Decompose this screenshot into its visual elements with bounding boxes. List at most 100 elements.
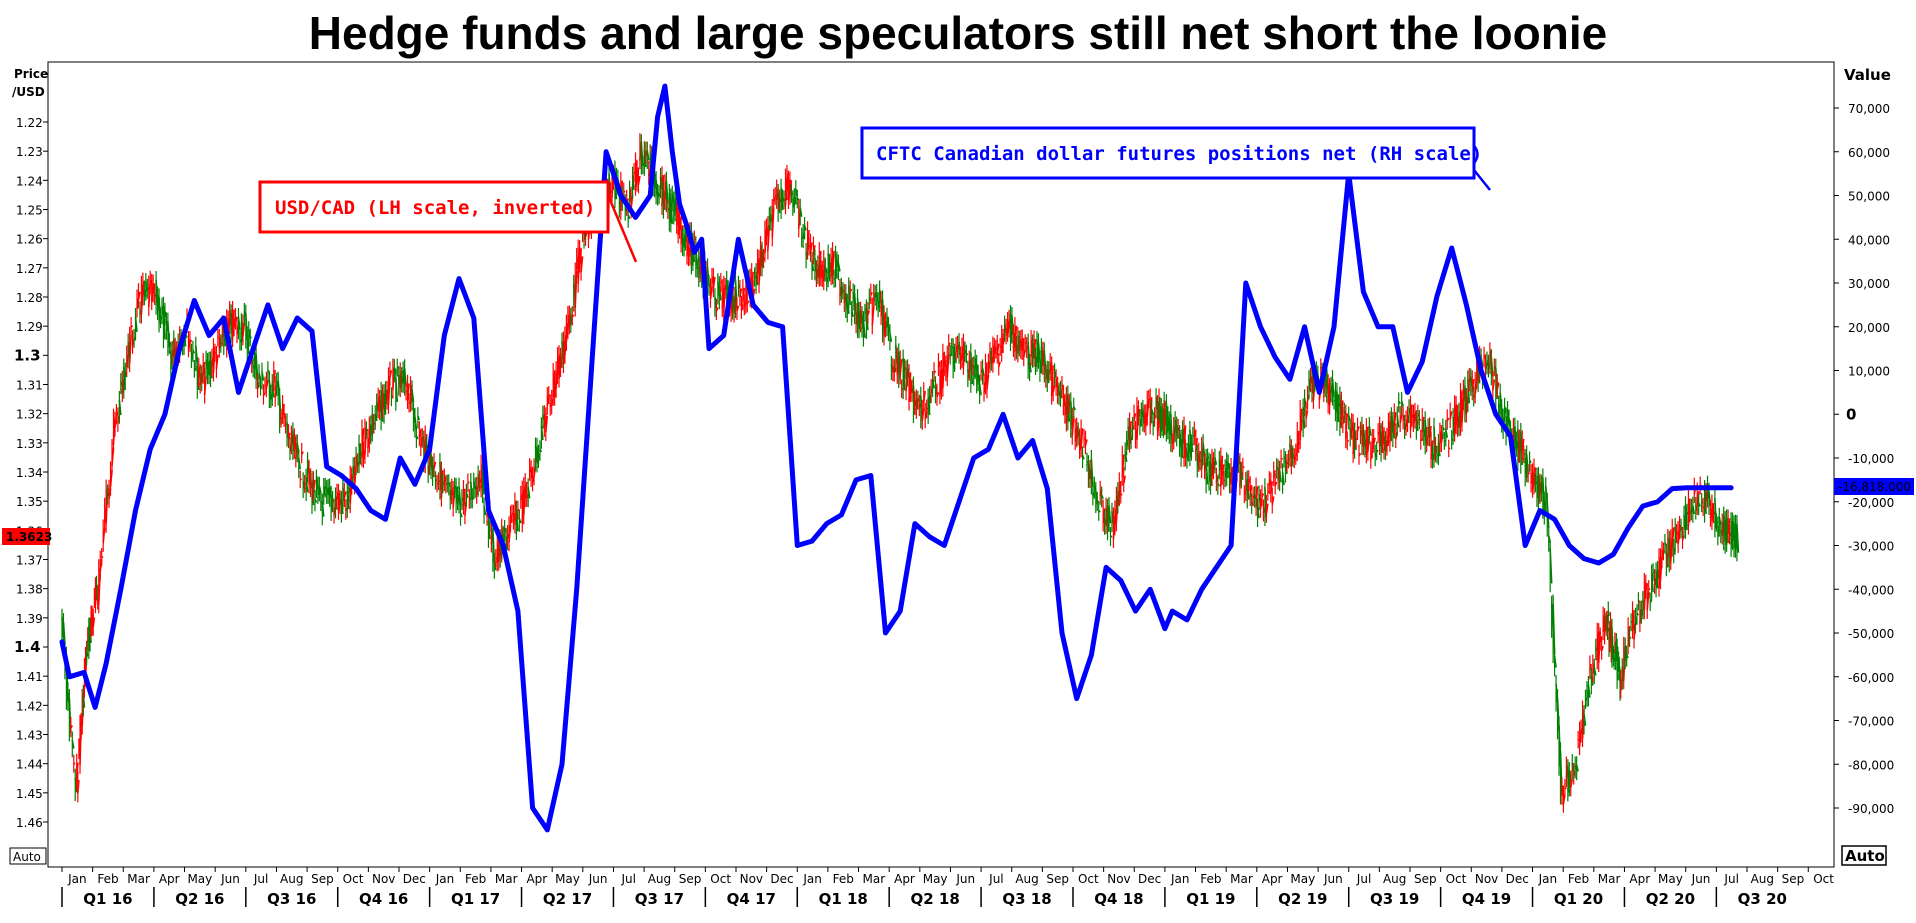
- usdcad-segment: [1052, 385, 1056, 393]
- usdcad-segment: [118, 399, 122, 416]
- usdcad-segment: [948, 342, 951, 347]
- usdcad-segment: [1398, 400, 1401, 405]
- right-auto-button[interactable]: [1841, 845, 1887, 866]
- usdcad-segment: [1589, 664, 1593, 671]
- usdcad-segment: [1521, 438, 1525, 452]
- usdcad-segment: [1122, 475, 1126, 484]
- usdcad-segment: [1467, 379, 1471, 404]
- month-label: Jun: [220, 872, 240, 886]
- usdcad-segment: [271, 382, 275, 398]
- cftc-annotation-label: CFTC Canadian dollar futures positions n…: [876, 143, 1482, 165]
- month-label: Oct: [1446, 872, 1467, 886]
- usdcad-segment: [646, 150, 650, 161]
- usdcad-segment: [202, 361, 206, 376]
- left-tick-label: 1.31: [16, 379, 43, 393]
- quarter-label: Q4 16: [359, 890, 408, 908]
- quarter-label: Q2 19: [1278, 890, 1327, 908]
- usdcad-segment: [1444, 428, 1449, 438]
- usdcad-segment: [1606, 623, 1610, 632]
- left-tick-label: 1.38: [16, 583, 43, 597]
- left-auto-button[interactable]: [9, 847, 47, 865]
- usdcad-segment: [1614, 651, 1618, 662]
- usdcad-segment: [1593, 667, 1597, 676]
- usdcad-segment: [505, 536, 509, 551]
- usdcad-segment: [1527, 472, 1531, 475]
- usdcad-segment: [467, 481, 470, 484]
- usdcad-segment: [1217, 482, 1221, 487]
- right-tick-label: -40,000: [1848, 583, 1894, 597]
- usdcad-segment: [70, 725, 74, 729]
- usdcad-segment: [242, 323, 246, 337]
- usdcad-segment: [85, 649, 89, 657]
- usdcad-segment: [237, 316, 241, 331]
- usdcad-segment: [417, 415, 421, 421]
- left-tick-label: 1.45: [16, 787, 43, 801]
- month-label: May: [555, 872, 580, 886]
- left-axis-title-line2: /USD: [12, 85, 45, 99]
- right-tick-label: 30,000: [1848, 277, 1890, 291]
- month-label: Feb: [1568, 872, 1589, 886]
- quarter-label: Q1 18: [819, 890, 868, 908]
- usdcad-segment: [471, 496, 475, 500]
- usdcad-segment: [124, 371, 128, 378]
- usdcad-segment: [162, 305, 166, 340]
- usdcad-segment: [1727, 518, 1731, 535]
- usdcad-segment: [965, 352, 969, 356]
- right-tick-label: -50,000: [1848, 627, 1894, 641]
- month-label: Nov: [740, 872, 763, 886]
- usdcad-segment: [627, 214, 631, 220]
- usdcad-segment: [1428, 426, 1432, 438]
- usdcad-segment: [969, 352, 974, 385]
- month-label: Sep: [311, 872, 334, 886]
- right-tick-label: 50,000: [1848, 190, 1890, 204]
- usdcad-segment: [889, 332, 893, 342]
- left-tick-label: 1.29: [16, 320, 43, 334]
- right-tick-label: 60,000: [1848, 146, 1890, 160]
- month-label: Aug: [648, 872, 671, 886]
- usdcad-series: [61, 133, 1740, 813]
- usdcad-segment: [1071, 416, 1075, 437]
- usdcad-segment: [1124, 450, 1128, 462]
- month-label: Oct: [710, 872, 731, 886]
- usdcad-segment: [1672, 547, 1676, 555]
- usdcad-segment: [1271, 496, 1275, 505]
- month-label: Mar: [1598, 872, 1621, 886]
- month-label: Dec: [1506, 872, 1529, 886]
- month-label: Sep: [679, 872, 702, 886]
- usdcad-segment: [818, 250, 822, 279]
- month-label: Jun: [955, 872, 975, 886]
- usdcad-segment: [870, 292, 873, 296]
- usdcad-segment: [318, 485, 322, 493]
- usdcad-segment: [1133, 413, 1137, 421]
- cftc-annotation-pointer: [1473, 169, 1491, 191]
- usdcad-segment: [812, 245, 816, 256]
- usdcad-segment: [1421, 416, 1425, 433]
- left-tick-label: 1.3: [14, 346, 41, 364]
- usdcad-segment: [1067, 394, 1071, 422]
- usdcad-segment: [571, 314, 575, 318]
- usdcad-segment: [637, 175, 641, 185]
- usdcad-segment: [1599, 636, 1603, 642]
- usdcad-segment: [1400, 400, 1404, 407]
- usdcad-segment: [527, 486, 531, 499]
- usdcad-segment: [1194, 438, 1199, 453]
- left-tick-label: 1.22: [16, 116, 43, 130]
- month-label: May: [1658, 872, 1683, 886]
- usdcad-segment: [343, 491, 347, 499]
- usdcad-segment: [1028, 362, 1032, 373]
- usdcad-segment: [406, 383, 410, 401]
- usdcad-segment: [1256, 507, 1260, 519]
- usdcad-segment: [1446, 417, 1450, 422]
- right-tick-label: -20,000: [1848, 496, 1894, 510]
- usdcad-segment: [462, 488, 466, 506]
- usdcad-segment: [978, 383, 982, 396]
- usdcad-segment: [308, 468, 312, 485]
- usdcad-segment: [996, 343, 1000, 355]
- left-tick-label: 1.43: [16, 729, 43, 743]
- usdcad-segment: [300, 451, 304, 455]
- usdcad-segment: [458, 486, 462, 505]
- usdcad-segment: [1697, 502, 1701, 507]
- usdcad-segment: [1205, 457, 1209, 485]
- quarter-label: Q4 19: [1462, 890, 1511, 908]
